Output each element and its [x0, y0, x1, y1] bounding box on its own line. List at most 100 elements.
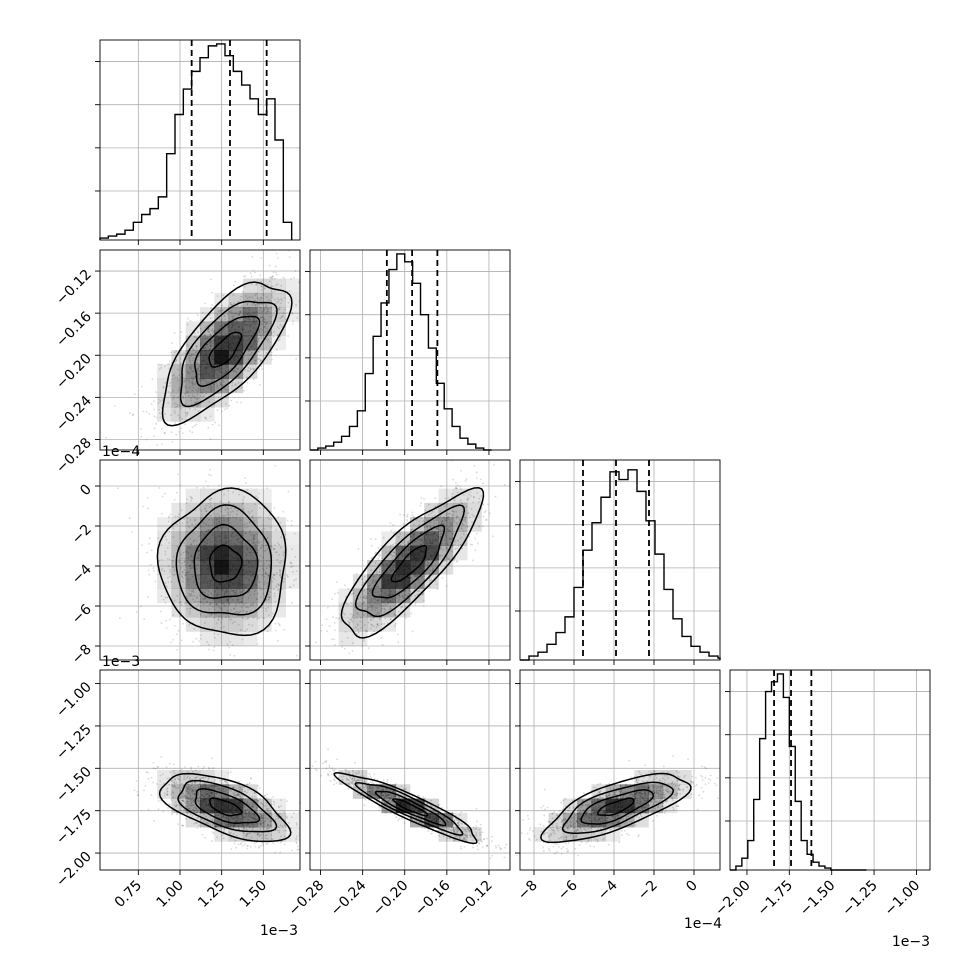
scatter-point	[404, 589, 407, 592]
scatter-point	[372, 597, 375, 600]
scatter-point	[177, 396, 179, 399]
scatter-point	[184, 572, 187, 575]
scatter-point	[254, 271, 256, 274]
scatter-point	[359, 616, 362, 619]
scatter-point	[234, 605, 237, 607]
scatter-point	[265, 306, 267, 308]
scatter-point	[269, 299, 272, 302]
scatter-point	[238, 588, 241, 591]
scatter-point	[414, 594, 417, 597]
scatter-point	[202, 395, 205, 397]
scatter-point	[366, 608, 369, 611]
scatter-point	[191, 798, 194, 801]
scatter-panel-0-2	[95, 459, 302, 665]
scatter-point	[184, 786, 187, 789]
scatter-point	[139, 605, 142, 608]
scatter-point	[186, 801, 189, 803]
scatter-point	[210, 307, 212, 310]
scatter-point	[242, 290, 244, 293]
scatter-point	[135, 780, 138, 783]
scatter-point	[293, 532, 296, 535]
scatter-point	[208, 506, 211, 509]
scatter-point	[211, 327, 214, 330]
scatter-point	[256, 296, 259, 299]
scatter-point	[253, 539, 255, 541]
scatter-point	[233, 507, 236, 510]
scatter-point	[193, 594, 196, 597]
scatter-point	[244, 618, 247, 621]
scatter-point	[265, 808, 268, 811]
scatter-point	[268, 518, 271, 521]
scatter-point	[200, 634, 202, 637]
scatter-point	[242, 827, 245, 830]
scatter-point	[168, 803, 171, 806]
scatter-point	[245, 835, 248, 837]
scatter-point	[305, 836, 307, 838]
scatter-point	[200, 601, 203, 603]
scatter-point	[245, 610, 248, 613]
scatter-point	[275, 528, 278, 531]
scatter-point	[300, 570, 302, 572]
scatter-point	[154, 580, 157, 583]
scatter-point	[394, 542, 397, 545]
density-cell	[214, 531, 229, 547]
scatter-point	[394, 622, 397, 625]
scatter-point	[206, 821, 208, 824]
scatter-point	[373, 630, 375, 633]
scatter-point	[290, 816, 293, 819]
scatter-point	[262, 326, 265, 329]
scatter-point	[260, 560, 263, 563]
scatter-point	[279, 571, 282, 574]
scatter-point	[240, 601, 243, 603]
scatter-point	[182, 803, 184, 806]
scatter-point	[236, 631, 239, 634]
scatter-point	[191, 594, 193, 597]
scatter-point	[279, 302, 282, 305]
scatter-point	[243, 806, 246, 809]
scatter-point	[256, 603, 259, 606]
scatter-point	[261, 817, 264, 819]
scatter-point	[367, 584, 370, 587]
scatter-point	[248, 539, 251, 542]
scatter-point	[445, 513, 448, 516]
scatter-point	[242, 508, 245, 511]
scatter-point	[245, 828, 248, 831]
scatter-point	[217, 619, 220, 622]
scatter-point	[265, 572, 268, 575]
scatter-point	[177, 823, 179, 826]
scatter-point	[185, 386, 187, 389]
scatter-point	[263, 817, 265, 820]
scatter-point	[258, 617, 260, 619]
scatter-point	[220, 312, 222, 314]
scatter-point	[266, 582, 268, 585]
scatter-point	[385, 551, 388, 554]
scatter-point	[383, 607, 386, 610]
scatter-point	[273, 578, 276, 580]
scatter-point	[221, 618, 224, 620]
scatter-point	[365, 596, 368, 599]
scatter-point	[209, 415, 212, 418]
scatter-point	[258, 821, 261, 824]
scatter-point	[220, 782, 223, 785]
scatter-point	[170, 361, 173, 364]
scatter-point	[258, 834, 261, 837]
scatter-point	[259, 823, 261, 825]
scatter-point	[254, 845, 257, 848]
scatter-point	[196, 811, 198, 814]
scatter-point	[397, 536, 400, 538]
scatter-point	[205, 588, 207, 591]
scatter-point	[282, 551, 285, 553]
scatter-point	[370, 537, 372, 540]
scatter-point	[160, 610, 162, 613]
scatter-point	[371, 604, 374, 606]
scatter-point	[478, 525, 481, 528]
scatter-point	[211, 386, 214, 389]
scatter-point	[169, 618, 171, 621]
scatter-point	[192, 789, 194, 792]
scatter-point	[274, 600, 277, 603]
density-cell	[242, 588, 258, 604]
scatter-point	[242, 501, 245, 504]
density-cell	[171, 350, 187, 365]
scatter-point	[166, 793, 169, 796]
density-cell	[257, 545, 272, 561]
